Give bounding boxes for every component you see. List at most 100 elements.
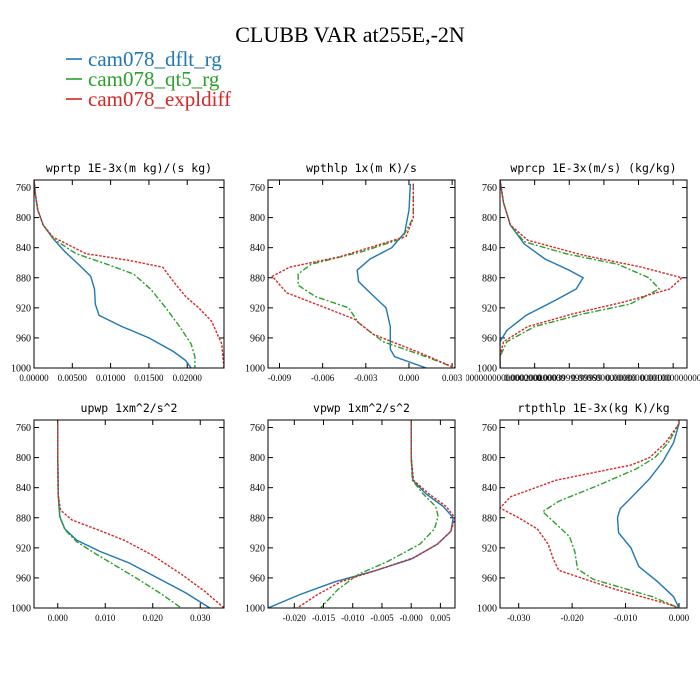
x-tick-label: 0.0008000000000 bbox=[606, 373, 672, 383]
series-line-qt5 bbox=[34, 180, 196, 368]
y-tick-label: 760 bbox=[250, 183, 265, 194]
series-line-expldiff bbox=[57, 423, 224, 608]
series-line-qt5 bbox=[541, 423, 680, 608]
y-tick-label: 800 bbox=[250, 213, 265, 224]
x-tick-label: 0.005 bbox=[430, 613, 451, 623]
x-tick-label: 0.00500 bbox=[58, 373, 88, 383]
y-tick-label: 760 bbox=[482, 423, 497, 434]
y-tick-label: 960 bbox=[482, 333, 497, 344]
y-tick-label: 840 bbox=[250, 483, 265, 494]
panel-wpthlp: wpthlp 1x(m K)/s7608008408809209601000-0… bbox=[245, 161, 463, 383]
series-line-expldiff bbox=[500, 423, 680, 608]
plot-frame bbox=[499, 419, 688, 609]
x-tick-label: 0.000200000000 bbox=[504, 373, 565, 383]
legend-label-qt5: cam078_qt5_rg bbox=[88, 67, 220, 91]
panel-title: wprtp 1E-3x(m kg)/(s kg) bbox=[46, 161, 212, 175]
y-tick-label: 800 bbox=[250, 453, 265, 464]
x-tick-labels: -0.009 -0.006 -0.003 0.000 0.003 bbox=[268, 373, 463, 383]
x-tick-label: 0.02000 bbox=[173, 373, 203, 383]
x-tick-labels: 0.00000 0.00500 0.01000 0.01500 0.02000 bbox=[19, 373, 202, 383]
legend-label-expldiff: cam078_expldiff bbox=[88, 87, 231, 111]
panel-title: rtpthlp 1E-3x(kg K)/kg bbox=[517, 401, 669, 415]
y-tick-label: 1000 bbox=[245, 364, 265, 375]
series-line-expldiff bbox=[296, 423, 455, 608]
x-tick-label: -0.006 bbox=[311, 373, 335, 383]
series-line-dflt bbox=[356, 183, 427, 368]
series-line-expldiff bbox=[500, 180, 684, 368]
panel-rtpthlp: rtpthlp 1E-3x(kg K)/kg 760 800 840 880 920 960… bbox=[477, 401, 690, 623]
y-tick-label: 920 bbox=[250, 543, 265, 554]
plot-frame bbox=[33, 179, 225, 369]
series-line-qt5 bbox=[57, 423, 182, 608]
x-tick-label: 0.010 bbox=[95, 613, 116, 623]
panel-title: wpthlp 1x(m K)/s bbox=[306, 161, 417, 175]
series-line-qt5 bbox=[297, 183, 455, 368]
y-tick-label: 920 bbox=[250, 303, 265, 314]
panel-vpwp: vpwp 1xm^2/s^2 760 800 840 880 920 960 1000 -0.0… bbox=[245, 401, 456, 623]
y-tick-label: 840 bbox=[482, 243, 497, 254]
x-tick-label: -0.010 bbox=[341, 613, 365, 623]
x-tick-label: 0.0006000000000 bbox=[571, 373, 637, 383]
y-tick-label: 960 bbox=[16, 573, 31, 584]
y-tick-label: 960 bbox=[16, 333, 31, 344]
series-line-expldiff bbox=[34, 180, 224, 368]
y-tick-label: 880 bbox=[16, 273, 31, 284]
y-tick-label: 960 bbox=[250, 333, 265, 344]
x-tick-label: 0.00000000000000000 bbox=[458, 373, 542, 383]
x-tick-label: 0.01000 bbox=[96, 373, 126, 383]
y-tick-label: 760 bbox=[482, 183, 497, 194]
y-tick-label: 760 bbox=[16, 423, 31, 434]
x-tick-label: 0.000 bbox=[399, 373, 420, 383]
x-tick-label: 0.020 bbox=[143, 613, 164, 623]
panel-title: upwp 1xm^2/s^2 bbox=[81, 401, 178, 415]
y-tick-label: 920 bbox=[482, 543, 497, 554]
x-tick-label: 0.00000 bbox=[19, 373, 49, 383]
panel-wprtp: wprtp 1E-3x(m kg)/(s kg) 760 800 840 880 920 9… bbox=[11, 161, 225, 383]
panel-title: vpwp 1xm^2/s^2 bbox=[313, 401, 410, 415]
x-tick-labels: -0.030 -0.020 -0.010 0.000 bbox=[507, 613, 690, 623]
y-tick-label: 880 bbox=[16, 513, 31, 524]
series-line-dflt bbox=[268, 423, 454, 608]
x-tick-label: 0.000 bbox=[669, 613, 690, 623]
series-line-dflt bbox=[616, 423, 680, 608]
y-tick-label: 760 bbox=[250, 423, 265, 434]
panel-upwp: upwp 1xm^2/s^2 760 800 840 880 920 960 1000 0.00… bbox=[11, 401, 225, 623]
x-tick-label: -0.005 bbox=[370, 613, 394, 623]
x-tick-label: 0.0003999999999 bbox=[537, 373, 603, 383]
legend-label-dflt: cam078_dflt_rg bbox=[88, 47, 222, 71]
x-tick-labels: 0.000000000000000000.0002000000000.00039… bbox=[458, 373, 700, 383]
y-tick-label: 800 bbox=[482, 453, 497, 464]
y-tick-label: 960 bbox=[250, 573, 265, 584]
y-tick-label: 1000 bbox=[477, 604, 497, 615]
x-tick-label: -0.003 bbox=[354, 373, 378, 383]
y-tick-label: 840 bbox=[250, 243, 265, 254]
plot-frame bbox=[267, 179, 456, 369]
y-tick-label: 840 bbox=[16, 243, 31, 254]
y-tick-label: 800 bbox=[16, 453, 31, 464]
series-line-dflt bbox=[500, 180, 585, 368]
y-tick-label: 1000 bbox=[11, 364, 31, 375]
panel-wprcp: wprcp 1E-3x(m/s) (kg/kg) 760 800 840 880 920 9… bbox=[458, 161, 700, 383]
y-tick-label: 920 bbox=[16, 543, 31, 554]
legend: cam078_dflt_rg cam078_qt5_rg cam078_expl… bbox=[66, 47, 231, 111]
x-tick-label: 0.01500 bbox=[134, 373, 164, 383]
y-tick-label: 880 bbox=[250, 273, 265, 284]
x-tick-label: -0.009 bbox=[268, 373, 292, 383]
x-tick-label: -0.020 bbox=[283, 613, 307, 623]
x-tick-label: -0.020 bbox=[561, 613, 585, 623]
x-tick-labels: 0.000 0.010 0.020 0.030 bbox=[48, 613, 211, 623]
x-tick-label: -0.015 bbox=[312, 613, 336, 623]
y-tick-label: 1000 bbox=[11, 604, 31, 615]
figure-title: CLUBB VAR at255E,-2N bbox=[235, 22, 465, 47]
series-line-expldiff bbox=[271, 183, 455, 368]
y-tick-label: 1000 bbox=[245, 604, 265, 615]
y-tick-label: 920 bbox=[16, 303, 31, 314]
y-tick-label: 840 bbox=[482, 483, 497, 494]
y-tick-label: 880 bbox=[482, 513, 497, 524]
panel-title: wprcp 1E-3x(m/s) (kg/kg) bbox=[510, 161, 676, 175]
x-tick-label: -0.000 bbox=[400, 613, 424, 623]
x-tick-label: -0.030 bbox=[507, 613, 531, 623]
plot-frame bbox=[499, 179, 688, 369]
series-line-dflt bbox=[57, 423, 211, 608]
